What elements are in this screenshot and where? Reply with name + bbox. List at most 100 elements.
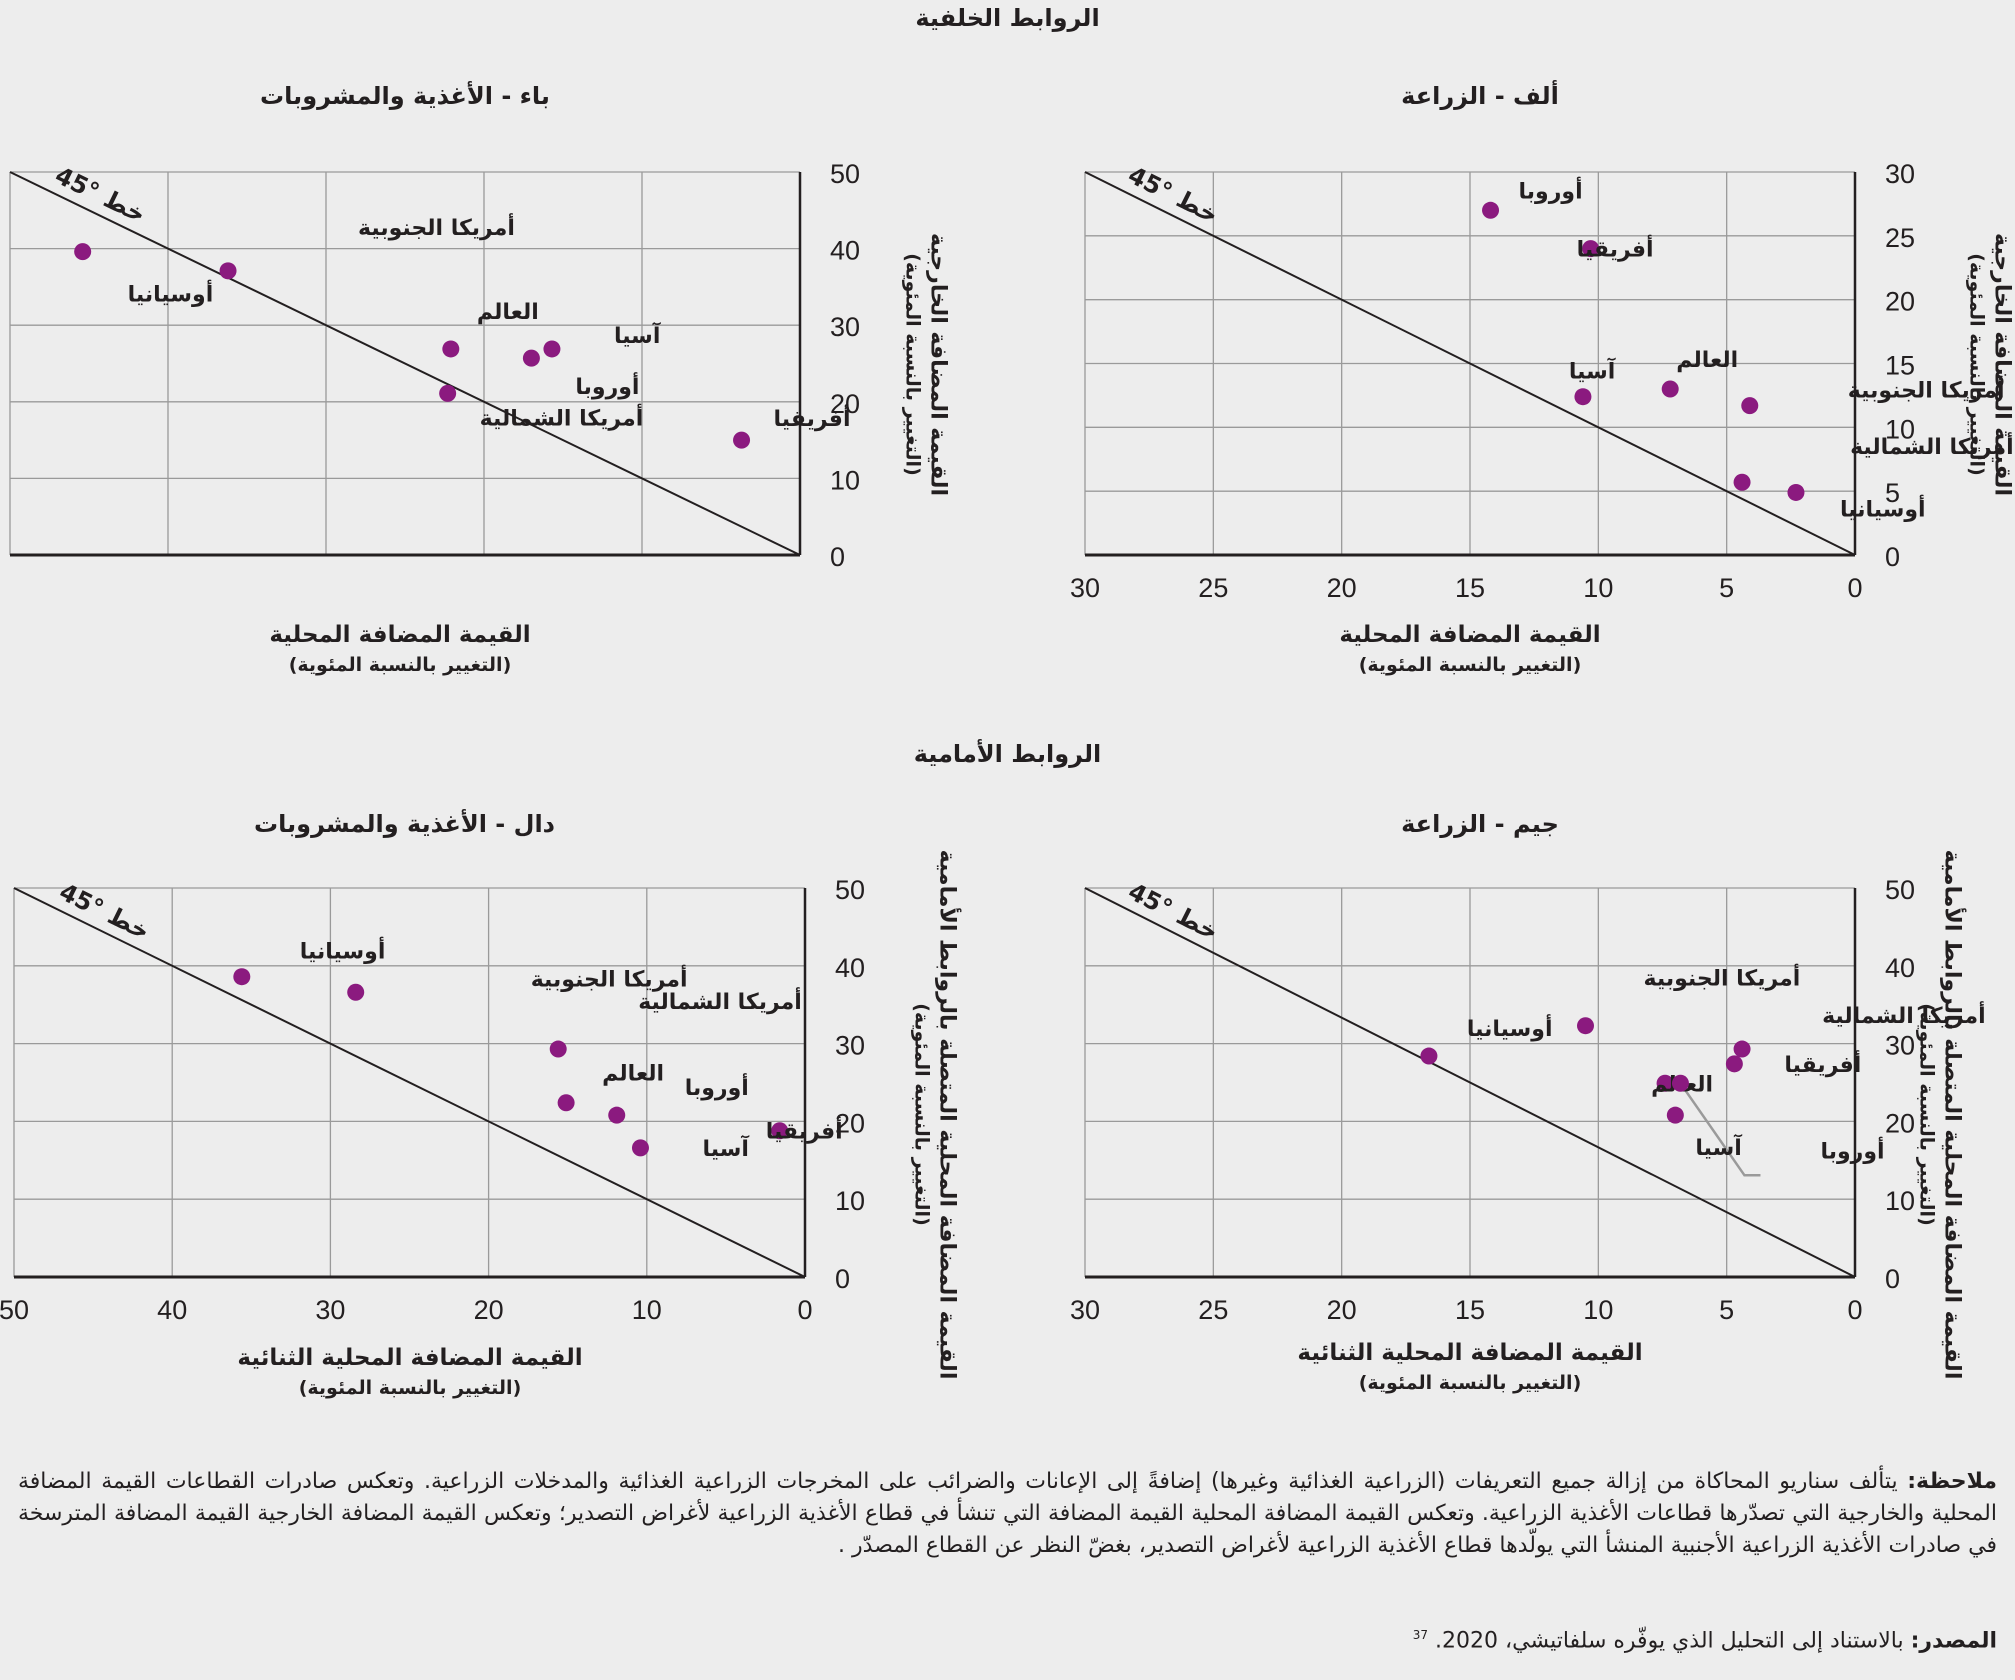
data-label: آسيا: [614, 321, 661, 349]
y-tick-label: 5: [1885, 478, 1900, 508]
data-point: [733, 431, 751, 449]
x-tick-label: 10: [1583, 1295, 1613, 1325]
data-label: أوسيانيا: [300, 936, 386, 965]
source-text: بالاستناد إلى التحليل الذي يوفّره سلفاتي…: [1435, 1628, 1904, 1654]
x-tick-label: 30: [1070, 573, 1100, 603]
data-point: [1666, 1106, 1684, 1124]
data-point: [543, 340, 561, 358]
y-tick-label: 10: [1885, 414, 1915, 444]
data-point: [522, 349, 540, 367]
y-tick-label: 30: [835, 1031, 865, 1061]
footnote: ملاحظة: يتألف سناريو المحاكاة من إزالة ج…: [18, 1466, 1997, 1562]
y-tick-label: 10: [1885, 1186, 1915, 1216]
data-label: أمريكا الجنوبية: [531, 963, 688, 992]
data-point: [1656, 1074, 1674, 1092]
x-tick-label: 20: [1327, 573, 1357, 603]
x-tick-label: 0: [1847, 573, 1862, 603]
data-label: أوسيانيا: [1840, 493, 1926, 522]
x-axis-subtitle: (التغيير بالنسبة المئوية): [298, 1377, 522, 1399]
panel-title: جيم - الزراعة: [1401, 810, 1559, 838]
source-line: المصدر: بالاستناد إلى التحليل الذي يوفّر…: [1413, 1628, 1997, 1653]
data-point: [1574, 388, 1592, 406]
data-label: أوروبا: [685, 1072, 749, 1101]
leader-line: [1679, 1082, 1761, 1177]
data-point: [1671, 1074, 1689, 1092]
panel-title: ألف - الزراعة: [1401, 82, 1559, 110]
y-tick-label: 20: [830, 389, 860, 419]
data-point: [442, 340, 460, 358]
data-point: [1725, 1055, 1743, 1073]
x-axis-title: القيمة المضافة المحلية: [1339, 622, 1601, 648]
data-point: [631, 1139, 649, 1157]
x-tick-label: 40: [157, 1295, 187, 1325]
x-tick-label: 50: [0, 1295, 29, 1325]
y-tick-label: 40: [1885, 953, 1915, 983]
x-axis-subtitle: (التغيير بالنسبة المئوية): [288, 654, 512, 676]
data-label: أمريكا الجنوبية: [1848, 375, 2005, 404]
x-axis-label: القيمة المضافة المحلية (التغيير بالنسبة …: [1270, 622, 1670, 676]
note-text: يتألف سناريو المحاكاة من إزالة جميع التع…: [18, 1469, 1997, 1558]
panel-title: باء - الأغذية والمشروبات: [260, 82, 550, 110]
y-tick-label: 50: [830, 159, 860, 189]
data-point: [439, 384, 457, 402]
y-axis-title: القيمة المضافة المحلية المتصلة بالروابط …: [934, 849, 960, 1380]
data-label: أمريكا الشمالية: [480, 402, 644, 431]
x-tick-label: 10: [1583, 573, 1613, 603]
data-label: أمريكا الجنوبية: [1644, 963, 1801, 992]
data-label: أوروبا: [1519, 175, 1583, 204]
x-axis-title: القيمة المضافة المحلية الثنائية: [1297, 1340, 1643, 1366]
x-tick-label: 5: [1719, 573, 1734, 603]
x-tick-label: 15: [1455, 1295, 1485, 1325]
y-tick-label: 20: [1885, 1108, 1915, 1138]
data-point: [1787, 483, 1805, 501]
data-label: أوروبا: [1820, 1135, 1884, 1164]
data-label: آسيا: [1569, 357, 1616, 385]
note-label: ملاحظة:: [1907, 1469, 1997, 1494]
source-label: المصدر:: [1910, 1628, 1997, 1654]
data-label: أفريقيا: [1784, 1049, 1861, 1078]
data-label: أمريكا الجنوبية: [358, 212, 515, 241]
diagonal-45-line: [1084, 887, 1856, 1278]
x-axis-label: القيمة المضافة المحلية (التغيير بالنسبة …: [200, 622, 600, 676]
data-point: [608, 1106, 626, 1124]
diagonal-45-line: [9, 171, 801, 556]
y-tick-label: 0: [830, 542, 845, 572]
data-point: [1582, 240, 1600, 258]
diagonal-45-line: [13, 887, 806, 1278]
y-axis-label: القيمة المضافة المحلية المتصلة بالروابط …: [911, 835, 960, 1395]
data-point: [549, 1040, 567, 1058]
data-point: [1577, 1017, 1594, 1035]
y-tick-label: 10: [835, 1186, 865, 1216]
y-tick-label: 30: [1885, 1031, 1915, 1061]
data-label: أمريكا الشمالية: [1822, 1000, 1986, 1029]
data-label: أفريقيا: [1577, 234, 1654, 263]
y-tick-label: 40: [830, 236, 860, 266]
x-axis-label: القيمة المضافة المحلية الثنائية (التغيير…: [160, 1345, 660, 1399]
y-axis-subtitle: (التغيير بالنسبة المئوية): [910, 1003, 933, 1226]
data-label: أمريكا الشمالية: [638, 986, 802, 1015]
x-axis-subtitle: (التغيير بالنسبة المئوية): [1358, 1372, 1582, 1394]
data-label: أوسيانيا: [128, 279, 214, 308]
y-tick-label: 50: [835, 875, 865, 905]
y-tick-label: 15: [1885, 351, 1915, 381]
x-tick-label: 5: [1719, 1295, 1734, 1325]
diagonal-45-line: [1084, 171, 1856, 556]
x-axis-title: القيمة المضافة المحلية الثنائية: [237, 1345, 583, 1371]
x-tick-label: 15: [1455, 573, 1485, 603]
data-label: العالم: [477, 300, 539, 325]
x-axis-title: القيمة المضافة المحلية: [269, 622, 531, 648]
data-point: [219, 262, 237, 280]
x-tick-label: 30: [1070, 1295, 1100, 1325]
data-point: [1741, 397, 1759, 415]
x-tick-label: 30: [315, 1295, 345, 1325]
y-tick-label: 20: [835, 1108, 865, 1138]
data-label: العالم: [602, 1062, 664, 1087]
data-point: [1420, 1047, 1438, 1065]
x-axis-subtitle: (التغيير بالنسبة المئوية): [1358, 654, 1582, 676]
x-tick-label: 20: [1327, 1295, 1357, 1325]
x-tick-label: 25: [1198, 1295, 1228, 1325]
x-tick-label: 0: [1847, 1295, 1862, 1325]
